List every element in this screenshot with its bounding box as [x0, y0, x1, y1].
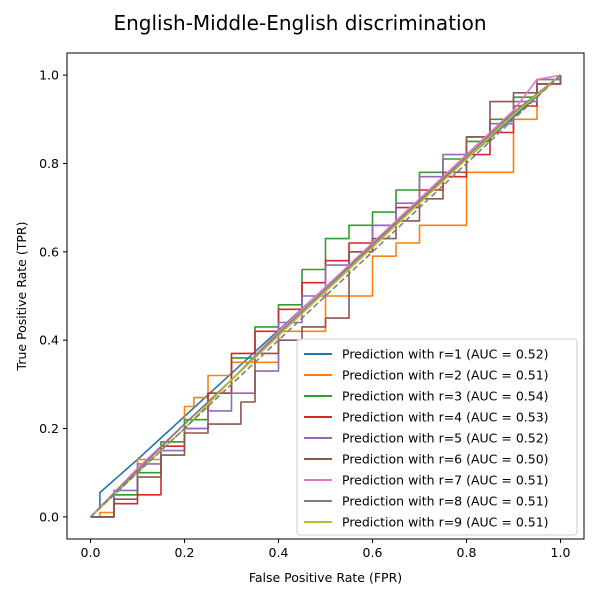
x-tick-label: 0.6	[363, 545, 383, 560]
legend-label-r4: Prediction with r=4 (AUC = 0.53)	[342, 410, 549, 425]
legend-label-r5: Prediction with r=5 (AUC = 0.52)	[342, 431, 549, 446]
legend-label-r8: Prediction with r=8 (AUC = 0.51)	[342, 494, 549, 509]
y-axis: 0.0 0.2 0.4 0.6 0.8 1.0	[39, 68, 67, 524]
x-tick-label: 0.0	[81, 545, 101, 560]
x-axis: 0.0 0.2 0.4 0.6 0.8 1.0	[81, 539, 571, 560]
legend-label-r7: Prediction with r=7 (AUC = 0.51)	[342, 473, 549, 488]
y-tick-label: 0.8	[39, 156, 59, 171]
series-line-r6	[90, 75, 562, 518]
y-axis-label: True Positive Rate (TPR)	[14, 222, 29, 372]
x-axis-label: False Positive Rate (FPR)	[249, 570, 402, 585]
series-line-r9	[89, 74, 562, 518]
plot-frame	[66, 52, 585, 540]
y-tick-label: 0.4	[39, 333, 59, 348]
legend-items: Prediction with r=1 (AUC = 0.52) Predicti…	[304, 347, 549, 530]
series-layer	[89, 74, 562, 518]
x-tick-label: 1.0	[551, 545, 571, 560]
legend-label-r3: Prediction with r=3 (AUC = 0.54)	[342, 389, 549, 404]
legend-label-r1: Prediction with r=1 (AUC = 0.52)	[342, 347, 549, 362]
x-tick-label: 0.8	[457, 545, 477, 560]
legend-box	[296, 338, 578, 536]
series-line-r4	[90, 75, 562, 518]
y-tick-label: 0.6	[39, 244, 59, 259]
y-tick-label: 0.2	[39, 421, 59, 436]
y-tick-label: 0.0	[39, 509, 59, 524]
legend-label-r9: Prediction with r=9 (AUC = 0.51)	[342, 515, 549, 530]
series-line-r8	[89, 74, 561, 518]
legend-label-r2: Prediction with r=2 (AUC = 0.51)	[342, 368, 549, 383]
legend-label-r6: Prediction with r=6 (AUC = 0.50)	[342, 452, 549, 467]
x-tick-label: 0.4	[269, 545, 289, 560]
y-tick-label: 1.0	[39, 68, 59, 83]
legend: Prediction with r=1 (AUC = 0.52) Predicti…	[296, 338, 578, 536]
chart-title: English-Middle-English discrimination	[113, 11, 486, 35]
x-tick-label: 0.2	[175, 545, 195, 560]
